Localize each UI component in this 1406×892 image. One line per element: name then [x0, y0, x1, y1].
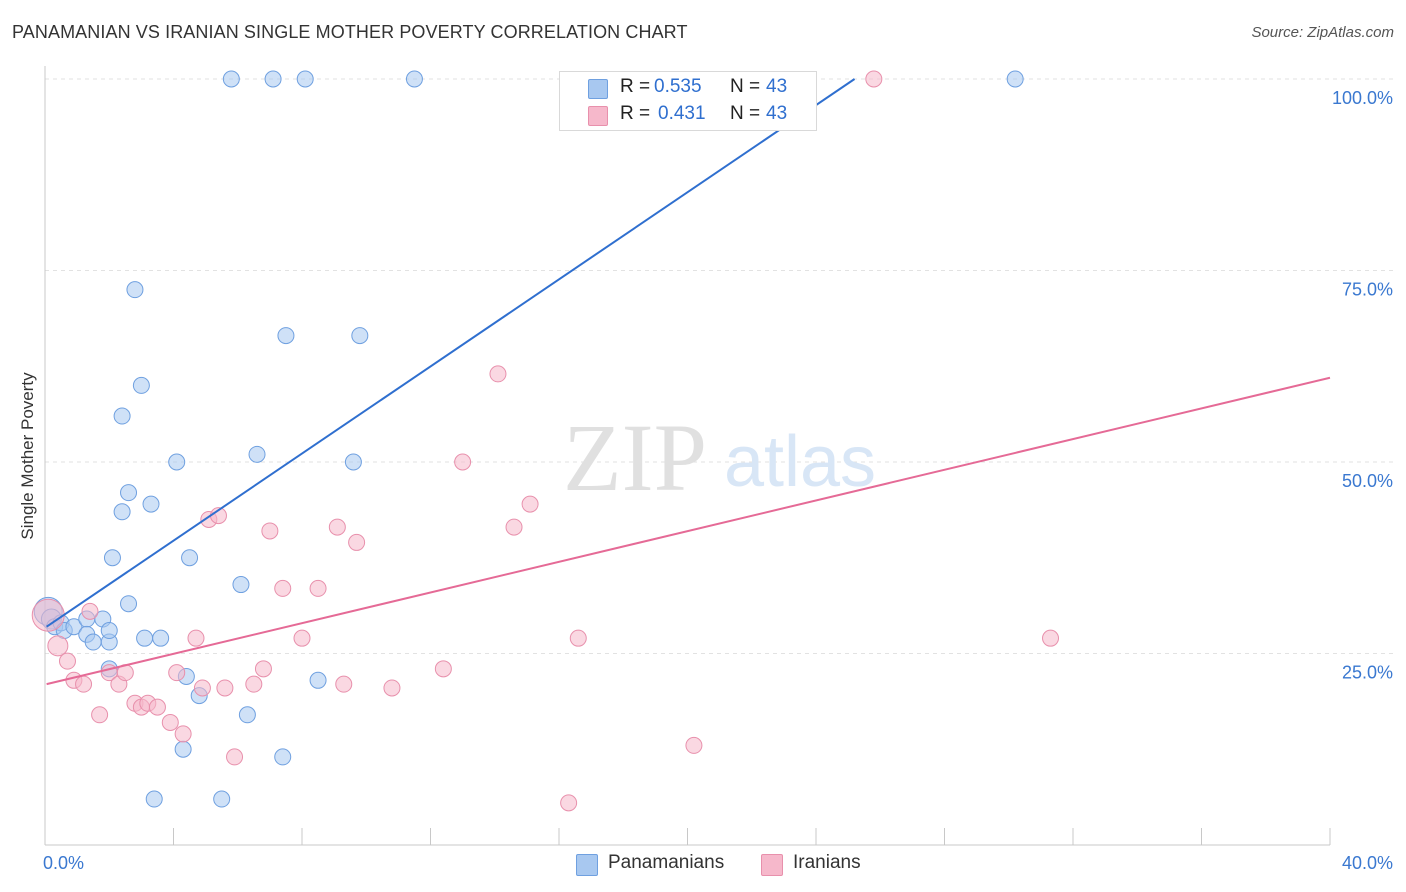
- point-iranian: [521, 495, 539, 513]
- watermark: ZIP atlas: [563, 404, 876, 511]
- y-tick-label: 25.0%: [1342, 663, 1393, 683]
- legend-swatch-pink: [588, 106, 608, 126]
- point-panamanian: [296, 70, 314, 88]
- point-panamanian: [126, 281, 144, 299]
- point-iranian: [168, 664, 186, 682]
- point-iranian: [434, 660, 452, 678]
- point-iranian: [1042, 629, 1060, 647]
- data-points: [31, 70, 1060, 812]
- point-iranian: [75, 675, 93, 693]
- point-iranian: [454, 453, 472, 471]
- legend-n-label: N =: [730, 76, 761, 97]
- point-iranian: [293, 629, 311, 647]
- point-panamanian: [351, 327, 369, 345]
- watermark-zip: ZIP: [563, 404, 707, 511]
- point-iranian: [348, 533, 366, 551]
- tick-labels: 25.0% 50.0% 75.0% 100.0% 0.0% 40.0%: [43, 88, 1393, 873]
- legend-r-label: R =: [620, 76, 651, 97]
- point-panamanian: [113, 407, 131, 425]
- point-iranian: [161, 713, 179, 731]
- point-panamanian: [174, 740, 192, 758]
- point-iranian: [216, 679, 234, 697]
- point-iranian: [81, 602, 99, 620]
- chart-title: PANAMANIAN VS IRANIAN SINGLE MOTHER POVE…: [12, 22, 688, 42]
- point-panamanian: [222, 70, 240, 88]
- point-iranian: [254, 660, 272, 678]
- point-iranian: [685, 736, 703, 754]
- point-panamanian: [120, 595, 138, 613]
- point-panamanian: [277, 327, 295, 345]
- legend-swatch-blue: [588, 79, 608, 99]
- point-iranian: [569, 629, 587, 647]
- y-tick-label: 50.0%: [1342, 471, 1393, 491]
- legend-r-label: R =: [620, 103, 651, 124]
- legend-n-value: 43: [766, 76, 788, 97]
- point-panamanian: [168, 453, 186, 471]
- point-panamanian: [264, 70, 282, 88]
- correlation-legend: R = 0.535 N = 43 R = 0.431 N = 43: [559, 71, 817, 131]
- point-iranian: [91, 706, 109, 724]
- point-iranian: [274, 579, 292, 597]
- chart-source: Source: ZipAtlas.com: [1251, 24, 1394, 41]
- point-panamanian: [120, 484, 138, 502]
- point-iranian: [383, 679, 401, 697]
- point-panamanian: [100, 622, 118, 640]
- point-panamanian: [181, 549, 199, 567]
- point-iranian: [560, 794, 578, 812]
- legend-n-label: N =: [730, 103, 761, 124]
- bottom-legend-label: Iranians: [793, 852, 861, 873]
- point-iranian: [328, 518, 346, 536]
- point-panamanian: [136, 629, 154, 647]
- point-iranian: [58, 652, 76, 670]
- point-panamanian: [213, 790, 231, 808]
- bottom-legend-swatch-blue: [576, 854, 598, 876]
- point-iranian: [335, 675, 353, 693]
- point-iranian: [193, 679, 211, 697]
- point-panamanian: [248, 445, 266, 463]
- legend-n-value: 43: [766, 103, 788, 124]
- trendline-panamanians: [46, 78, 856, 628]
- legend-r-value: 0.431: [658, 103, 706, 124]
- point-panamanian: [309, 671, 327, 689]
- point-panamanian: [84, 633, 102, 651]
- point-panamanian: [344, 453, 362, 471]
- trendline-iranians: [46, 376, 1331, 686]
- point-panamanian: [65, 618, 83, 636]
- grid-lines: [45, 78, 1395, 654]
- point-panamanian: [238, 706, 256, 724]
- y-tick-label: 75.0%: [1342, 280, 1393, 300]
- axes: [44, 66, 1331, 846]
- point-panamanian: [132, 376, 150, 394]
- point-iranian: [174, 725, 192, 743]
- point-panamanian: [113, 503, 131, 521]
- point-panamanian: [152, 629, 170, 647]
- point-panamanian: [1006, 70, 1024, 88]
- point-panamanian: [405, 70, 423, 88]
- point-panamanian: [142, 495, 160, 513]
- bottom-legend-swatch-pink: [761, 854, 783, 876]
- point-panamanian: [103, 549, 121, 567]
- point-iranian: [261, 522, 279, 540]
- trend-lines: [46, 78, 1331, 686]
- point-iranian: [47, 635, 69, 657]
- y-tick-label: 100.0%: [1332, 88, 1393, 108]
- x-tick-label-min: 0.0%: [43, 853, 84, 873]
- y-axis-label: Single Mother Poverty: [18, 372, 37, 540]
- point-panamanian: [274, 748, 292, 766]
- bottom-legend-label: Panamanians: [608, 852, 725, 873]
- point-iranian: [226, 748, 244, 766]
- point-iranian: [245, 675, 263, 693]
- x-tick-label-max: 40.0%: [1342, 853, 1393, 873]
- point-iranian: [309, 579, 327, 597]
- point-iranian: [505, 518, 523, 536]
- point-iranian: [489, 365, 507, 383]
- watermark-atlas: atlas: [724, 422, 876, 502]
- point-iranian: [148, 698, 166, 716]
- point-panamanian: [145, 790, 163, 808]
- point-panamanian: [232, 576, 250, 594]
- legend-r-value: 0.535: [654, 76, 702, 97]
- point-iranian: [865, 70, 883, 88]
- point-iranian: [187, 629, 205, 647]
